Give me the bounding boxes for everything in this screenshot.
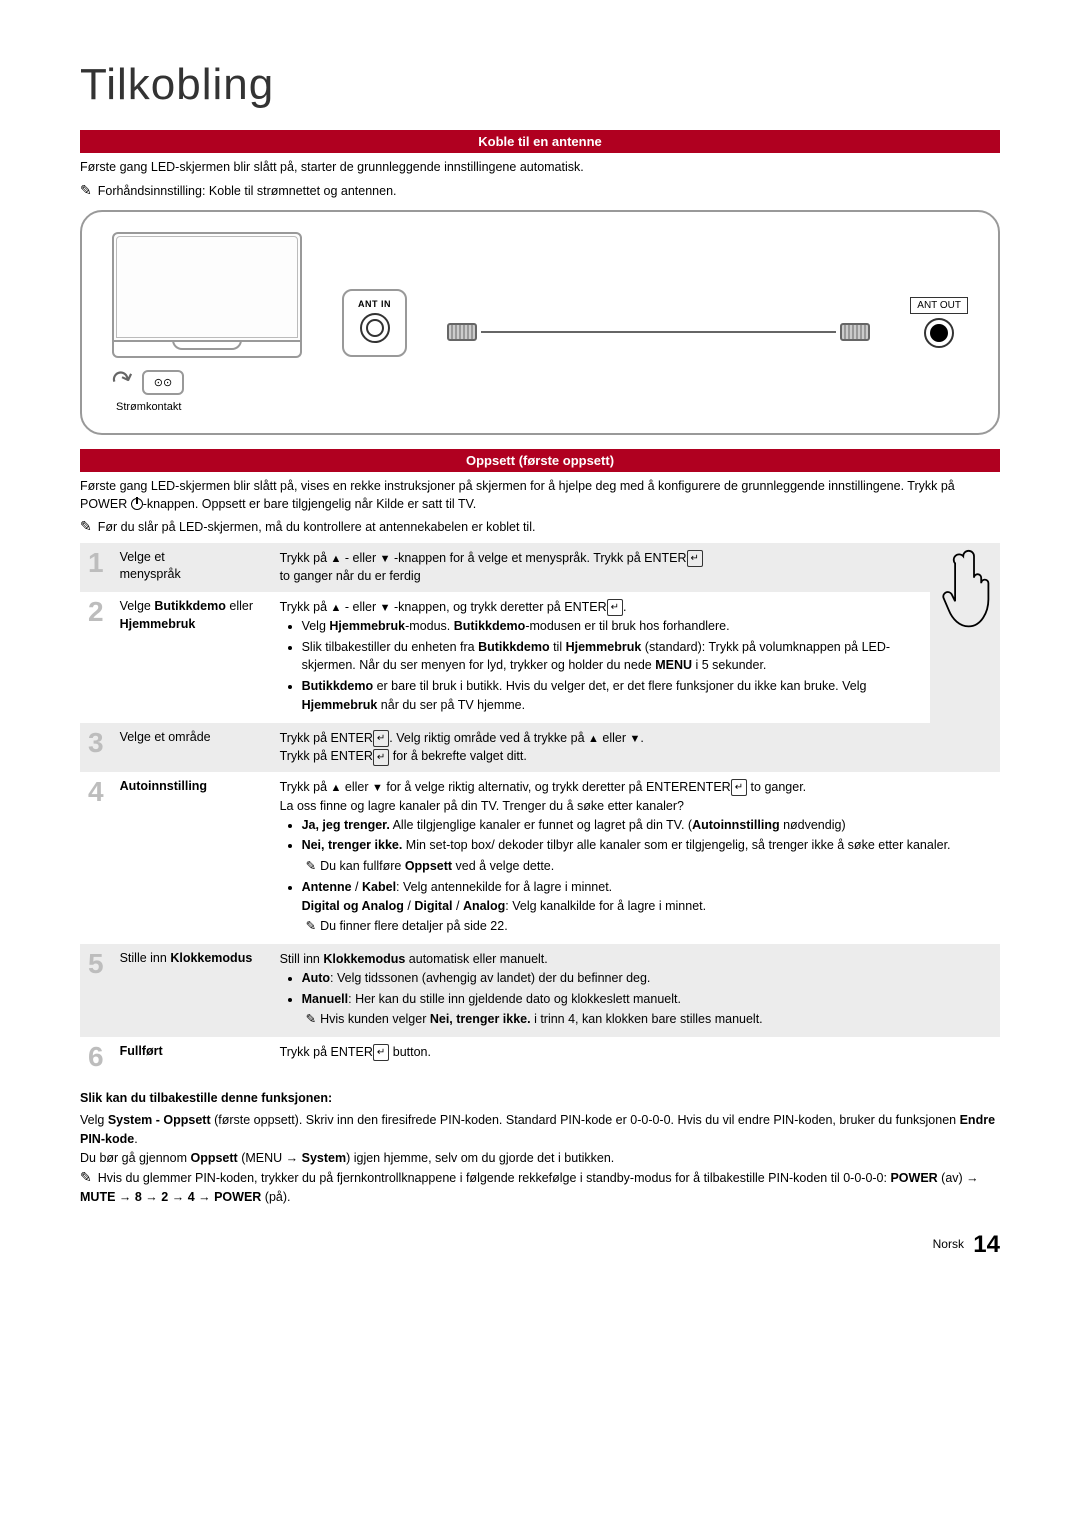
section-header-antenna: Koble til en antenne (80, 130, 1000, 153)
table-row: 5 Stille inn Klokkemodus Still inn Klokk… (80, 944, 1000, 1037)
list-item: Velg Hjemmebruk-modus. Butikkdemo-moduse… (302, 617, 922, 636)
step-body: Trykk på - eller -knappen, og trykk dere… (272, 592, 930, 723)
list-item: Auto: Velg tidssonen (avhengig av landet… (302, 969, 992, 988)
triangle-down-icon (629, 731, 640, 745)
section-header-setup: Oppsett (første oppsett) (80, 449, 1000, 472)
step-body: Trykk på ENTER↵. Velg riktig område ved … (272, 723, 1000, 773)
step-label: Velge et område (112, 723, 272, 773)
triangle-up-icon (331, 600, 342, 614)
setup-intro: Første gang LED-skjermen blir slått på, … (80, 478, 1000, 513)
setup-note-before: Før du slår på LED-skjermen, må du kontr… (80, 517, 1000, 537)
ant-in-block: ANT IN (342, 289, 407, 357)
step-number: 6 (80, 1037, 112, 1077)
enter-icon: ↵ (607, 599, 623, 616)
step-number: 2 (80, 592, 112, 723)
ant-in-label: ANT IN (358, 299, 391, 309)
table-row: 2 Velge Butikkdemo eller Hjemmebruk Tryk… (80, 592, 1000, 723)
reset-p2: Du bør gå gjennom Oppsett (MENU → System… (80, 1149, 1000, 1168)
reset-note: Hvis du glemmer PIN-koden, trykker du på… (80, 1167, 1000, 1207)
triangle-down-icon (380, 551, 391, 565)
antenna-intro: Første gang LED-skjermen blir slått på, … (80, 159, 1000, 177)
list-item: Nei, trenger ikke. Min set-top box/ deko… (302, 836, 992, 876)
footer-lang: Norsk (933, 1237, 964, 1251)
table-row: 4 Autoinnstilling Trykk på eller for å v… (80, 772, 1000, 944)
tv-screen-icon (112, 232, 302, 342)
arrow-icon: ↷ (107, 361, 138, 398)
step-label: Velge et menyspråk (112, 543, 272, 593)
enter-icon: ↵ (731, 779, 747, 796)
step-label: Autoinnstilling (112, 772, 272, 944)
reset-p1: Velg System - Oppsett (første oppsett). … (80, 1111, 1000, 1149)
setup-steps-table: 1 Velge et menyspråk Trykk på - eller -k… (80, 543, 1000, 1078)
step-subnote: Du kan fullføre Oppsett ved å velge dett… (302, 857, 992, 876)
ant-out-label: ANT OUT (910, 297, 968, 314)
ant-out-jack-icon (924, 318, 954, 348)
step-number: 3 (80, 723, 112, 773)
ant-in-jack-icon (360, 313, 390, 343)
list-item: Manuell: Her kan du stille inn gjeldende… (302, 990, 992, 1030)
step-label: Stille inn Klokkemodus (112, 944, 272, 1037)
coax-cable-icon (447, 305, 870, 341)
triangle-down-icon (372, 780, 383, 794)
power-label: Strømkontakt (116, 401, 181, 413)
reset-heading: Slik kan du tilbakestille denne funksjon… (80, 1091, 1000, 1105)
step-number: 4 (80, 772, 112, 944)
step-body: Trykk på eller for å velge riktig altern… (272, 772, 1000, 944)
triangle-up-icon (331, 551, 342, 565)
page-footer: Norsk 14 (80, 1231, 1000, 1259)
triangle-up-icon (331, 780, 342, 794)
triangle-down-icon (380, 600, 391, 614)
enter-icon: ↵ (373, 730, 389, 747)
step-number: 1 (80, 543, 112, 593)
enter-icon: ↵ (373, 749, 389, 766)
step-bullets: Ja, jeg trenger. Alle tilgjenglige kanal… (302, 816, 992, 937)
list-item: Slik tilbakestiller du enheten fra Butik… (302, 638, 922, 676)
step-body: Trykk på - eller -knappen for å velge et… (272, 543, 930, 593)
step-subnote: Hvis kunden velger Nei, trenger ikke. i … (302, 1010, 992, 1029)
step-bullets: Auto: Velg tidssonen (avhengig av landet… (302, 969, 992, 1029)
page-title: Tilkobling (80, 60, 1000, 110)
step-body: Still inn Klokkemodus automatisk eller m… (272, 944, 1000, 1037)
list-item: Butikkdemo er bare til bruk i butikk. Hv… (302, 677, 922, 715)
list-item: Ja, jeg trenger. Alle tilgjenglige kanal… (302, 816, 992, 835)
list-item: Antenne / Kabel: Velg antennekilde for å… (302, 878, 992, 936)
tv-illustration: ↷ ⊙⊙ Strømkontakt (112, 232, 302, 413)
hand-pointer-icon (930, 543, 1000, 723)
antenna-note: Forhåndsinnstilling: Koble til strømnett… (80, 181, 1000, 201)
page-number: 14 (973, 1231, 1000, 1258)
enter-icon: ↵ (687, 550, 703, 567)
step-number: 5 (80, 944, 112, 1037)
ant-out-block: ANT OUT (910, 297, 968, 348)
table-row: 3 Velge et område Trykk på ENTER↵. Velg … (80, 723, 1000, 773)
step-bullets: Velg Hjemmebruk-modus. Butikkdemo-moduse… (302, 617, 922, 715)
power-connector-icon: ⊙⊙ (142, 370, 184, 395)
table-row: 6 Fullført Trykk på ENTER↵ button. (80, 1037, 1000, 1077)
antenna-diagram: ↷ ⊙⊙ Strømkontakt ANT IN ANT OUT (80, 210, 1000, 435)
table-row: 1 Velge et menyspråk Trykk på - eller -k… (80, 543, 1000, 593)
step-body: Trykk på ENTER↵ button. (272, 1037, 1000, 1077)
tv-base-icon (112, 340, 302, 358)
enter-icon: ↵ (373, 1044, 389, 1061)
triangle-up-icon (588, 731, 599, 745)
step-label: Fullført (112, 1037, 272, 1077)
power-icon (131, 498, 143, 510)
step-subnote: Du finner flere detaljer på side 22. (302, 917, 992, 936)
step-label: Velge Butikkdemo eller Hjemmebruk (112, 592, 272, 723)
